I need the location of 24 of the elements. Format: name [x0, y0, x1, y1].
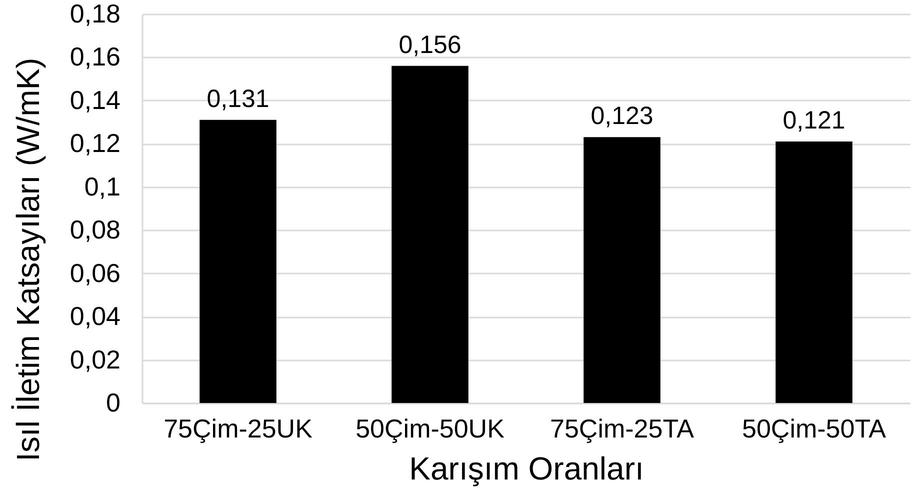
- bar: [200, 120, 276, 403]
- y-tick-label: 0,06: [70, 258, 120, 288]
- y-axis-title: Isıl İletim Katsayıları (W/mK): [10, 58, 46, 462]
- y-tick-label: 0,12: [70, 128, 120, 158]
- y-tick-label: 0,16: [70, 42, 120, 72]
- bar: [584, 137, 660, 403]
- x-tick-label: 50Çim-50UK: [356, 414, 506, 444]
- y-tick-label: 0: [106, 388, 120, 418]
- bar: [776, 142, 852, 403]
- x-tick-label: 50Çim-50TA: [742, 414, 887, 444]
- y-tick-label: 0,04: [70, 301, 120, 332]
- y-tick-label: 0,1: [84, 171, 120, 202]
- bar: [392, 66, 468, 403]
- x-tick-label: 75Çim-25TA: [550, 414, 695, 444]
- x-axis-title: Karışım Oranları: [409, 450, 644, 486]
- data-label: 0,131: [206, 84, 270, 113]
- y-tick-label: 0,02: [70, 344, 120, 374]
- y-tick-label: 0,14: [70, 84, 120, 115]
- data-label: 0,123: [590, 102, 654, 130]
- x-tick-label: 75Çim-25UK: [164, 414, 314, 444]
- y-tick-label: 0,18: [70, 0, 120, 28]
- data-label: 0,156: [398, 30, 462, 59]
- y-tick-label: 0,08: [70, 214, 120, 245]
- data-label: 0,121: [782, 106, 846, 135]
